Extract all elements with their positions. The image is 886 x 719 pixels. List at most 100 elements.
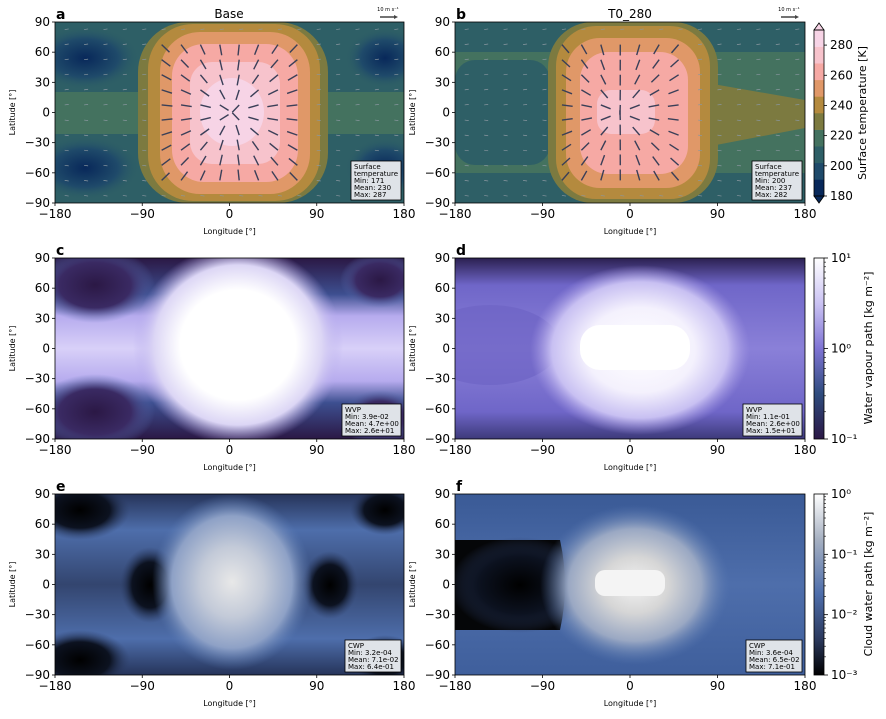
wind-arrow [84, 73, 89, 76]
wind-arrow [581, 195, 586, 197]
wind-arrow [142, 195, 147, 197]
wind-arrow [600, 169, 605, 181]
wind-arrow [484, 180, 489, 182]
wind-arrow [64, 58, 69, 61]
x-axis-label: Longitude [°] [604, 463, 657, 472]
wind-arrow [103, 134, 108, 137]
wind-arrow [161, 195, 166, 197]
wind-arrow [464, 73, 469, 76]
wind-arrow [142, 58, 147, 61]
wind-arrow [484, 58, 489, 61]
x-tick-label: 90 [710, 443, 725, 457]
wind-arrow [667, 117, 679, 121]
wind-arrow [103, 195, 108, 197]
y-tick-label: 30 [35, 547, 50, 561]
colorbar-temperature-segment [814, 146, 824, 164]
wind-arrow [277, 28, 283, 30]
wind-arrow [523, 88, 528, 91]
wind-arrow [668, 89, 679, 95]
panel-c-letter: c [56, 243, 64, 259]
wind-arrow [297, 195, 302, 197]
wind-arrow [64, 195, 69, 197]
x-tick-label: 180 [794, 443, 817, 457]
wind-arrow [542, 88, 547, 91]
x-tick-label: −90 [130, 443, 155, 457]
wind-arrow [669, 74, 679, 82]
wind-arrow [316, 28, 321, 30]
x-tick-label: 180 [393, 679, 416, 693]
wind-arrow [668, 130, 679, 136]
wind-arrow [103, 164, 108, 167]
wind-arrow [620, 195, 625, 197]
colorbar-temperature: 180 200 220 240 260 280 [813, 22, 853, 204]
wind-arrow [142, 73, 147, 76]
wind-arrow [200, 89, 210, 97]
wind-arrow [161, 172, 170, 181]
wind-arrow [698, 104, 703, 106]
wind-arrow [503, 195, 508, 197]
wind-arrow [219, 125, 226, 136]
x-axis-label: Longitude [°] [203, 463, 256, 472]
wind-arrow [736, 73, 741, 76]
wind-arrow [180, 171, 189, 181]
wind-arrow [775, 88, 780, 91]
y-tick-label: −90 [25, 432, 50, 446]
y-tick-label: 0 [442, 578, 450, 592]
panel-c-stat-1: WVP [345, 406, 361, 414]
panel-c-stats-box: WVP Min: 3.9e-02 Mean: 4.7e+00 Max: 2.6e… [341, 403, 402, 437]
wind-arrow [523, 119, 528, 121]
wind-arrow [286, 104, 298, 107]
wind-arrow [542, 58, 547, 61]
wind-arrow [64, 119, 69, 121]
wind-arrow [736, 164, 741, 167]
wind-arrow [122, 43, 127, 45]
wind-arrow [523, 180, 528, 182]
wind-arrow [103, 88, 108, 91]
wind-arrow [237, 44, 240, 56]
wind-arrow [180, 44, 189, 54]
wind-arrow [161, 158, 171, 166]
wind-arrow [289, 172, 298, 181]
wind-arrow [374, 43, 379, 45]
wind-arrow [355, 43, 360, 45]
wind-arrow [484, 88, 489, 91]
wind-arrow [253, 44, 260, 55]
y-tick-label: 30 [435, 547, 450, 561]
wind-arrow [561, 44, 570, 54]
wind-arrow [142, 28, 147, 30]
wind-arrow [374, 149, 379, 152]
wind-arrow [542, 149, 547, 152]
x-tick-label: 0 [626, 207, 634, 221]
wind-arrow [775, 119, 780, 121]
wind-arrow [523, 28, 528, 30]
wind-arrow [394, 88, 399, 91]
wind-arrow [219, 104, 229, 111]
panel-d-field [455, 258, 805, 439]
wind-arrow [180, 59, 190, 69]
wind-arrow [503, 73, 508, 76]
wind-arrow [219, 59, 223, 71]
wind-arrow [503, 28, 508, 30]
wind-arrow [775, 28, 780, 30]
wind-arrow [580, 170, 588, 181]
wind-arrow [717, 73, 722, 76]
wind-arrow [698, 28, 703, 30]
y-tick-label: −90 [425, 432, 450, 446]
x-tick-label: 0 [226, 207, 234, 221]
panel-e-stat-3: Mean: 7.1e-02 [348, 656, 399, 664]
wind-arrow [636, 169, 641, 181]
wind-arrow [142, 88, 147, 91]
wind-arrow [253, 155, 260, 166]
wind-arrow [237, 169, 240, 181]
panel-f-stat-3: Mean: 6.5e-02 [749, 656, 800, 664]
panel-f-stats-box: CWP Min: 3.6e-04 Mean: 6.5e-02 Max: 7.1e… [745, 639, 803, 673]
wind-arrow [580, 74, 590, 83]
colorbar-temperature-label: Surface temperature [K] [856, 46, 869, 180]
wind-arrow [269, 142, 279, 151]
colorbar-temperature-segment [814, 129, 824, 147]
panel-a-title: Base [214, 7, 243, 21]
wind-arrow [542, 43, 547, 45]
wind-arrow [795, 88, 800, 91]
wind-arrow [142, 164, 147, 167]
